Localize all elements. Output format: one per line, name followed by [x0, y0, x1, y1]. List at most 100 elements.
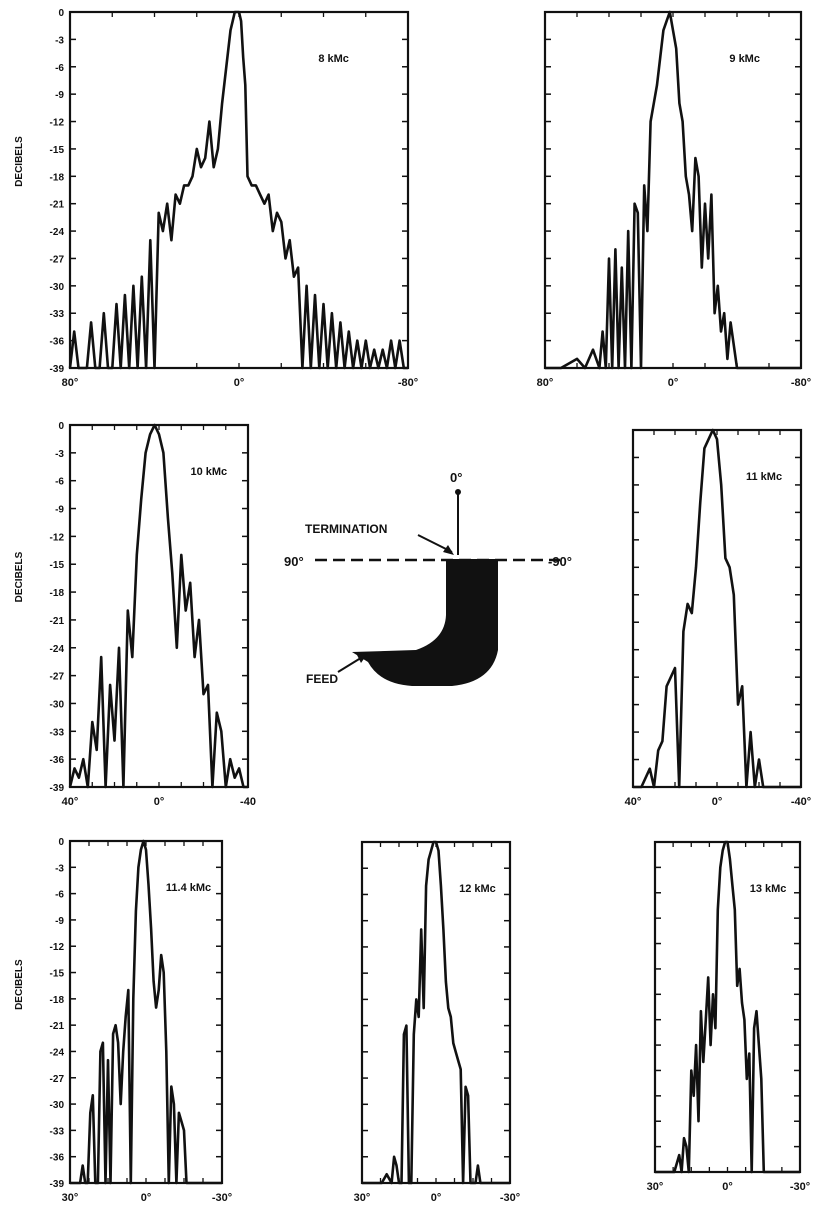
x-tick-label: 30° [354, 1192, 371, 1204]
y-tick-label: -6 [55, 63, 64, 74]
y-tick-label: -30 [50, 699, 65, 710]
y-axis-label: DECIBELS [14, 551, 25, 602]
y-tick-label: 0 [58, 421, 64, 432]
x-tick-label: 0° [234, 377, 245, 389]
chart-2: 80° 0° -80° 9 kMc [537, 10, 811, 389]
y-tick-label: -24 [50, 227, 65, 238]
chart-title: 9 kMc [729, 53, 760, 65]
y-tick-label: -33 [50, 1126, 65, 1137]
y-tick-label: -6 [55, 890, 64, 901]
x-tick-label: 0° [668, 377, 679, 389]
x-tick-label: 30° [62, 1192, 79, 1204]
pattern-line [68, 10, 408, 370]
y-axis-label: DECIBELS [14, 136, 25, 187]
y-tick-label: 0 [58, 837, 64, 848]
y-tick-label: -3 [55, 449, 64, 460]
y-tick-label: -9 [55, 505, 64, 516]
chart-title: 10 kMc [190, 466, 227, 478]
y-tick-label: -27 [50, 1074, 65, 1085]
chart-1: 0 -3 -6 -9 -12 -15 -18 -21 -24 -27 -30 -33 -36 -39 80°… [14, 8, 418, 389]
zero-degree-marker [455, 489, 461, 495]
pattern-line [633, 428, 801, 789]
chart-7: 30° 0° -30° 13 kMc [647, 840, 810, 1193]
termination-arrowhead [443, 545, 454, 555]
feed-label: FEED [306, 672, 338, 686]
y-tick-label: -15 [50, 560, 65, 571]
x-tick-label: -30° [500, 1192, 520, 1204]
y-tick-label: -30 [50, 282, 65, 293]
x-tick-label: 0° [141, 1192, 152, 1204]
chart-5: 0 -3 -6 -9 -12 -15 -18 -21 -24 -27 -30 -33 -36 -39 30°… [14, 837, 232, 1204]
y-tick-label: -33 [50, 727, 65, 738]
angle-right-label: -90° [548, 554, 572, 569]
chart-title: 11.4 kMc [166, 882, 211, 894]
feed-diagram: 0° 90° -90° TERMINATION FEED [284, 470, 572, 686]
pattern-line [362, 840, 510, 1185]
y-tick-label: 0 [58, 8, 64, 19]
y-tick-label: -12 [50, 942, 65, 953]
x-tick-label: 80° [537, 377, 554, 389]
y-axis-label: DECIBELS [14, 959, 25, 1010]
plot-frame [68, 10, 410, 370]
y-tick-label: -30 [50, 1100, 65, 1111]
y-tick-label: -27 [50, 672, 65, 683]
y-tick-label: -21 [50, 616, 65, 627]
x-tick-label: 0° [154, 796, 165, 808]
y-tick-label: -24 [50, 644, 65, 655]
chart-3: 0 -3 -6 -9 -12 -15 -18 -21 -24 -27 -30 -33 -36 -39 40°… [14, 421, 256, 808]
x-tick-label: 30° [647, 1181, 664, 1193]
plot-frame [631, 428, 803, 789]
y-tick-label: -12 [50, 532, 65, 543]
chart-title: 12 kMc [459, 883, 496, 895]
y-tick-label: -9 [55, 916, 64, 927]
termination-label: TERMINATION [305, 522, 387, 536]
y-tick-label: -21 [50, 200, 65, 211]
y-tick-label: -33 [50, 309, 65, 320]
chart-title: 11 kMc [746, 471, 782, 483]
y-tick-label: -18 [50, 995, 65, 1006]
x-tick-label: 0° [431, 1192, 442, 1204]
plot-frame [543, 10, 803, 370]
x-tick-label: -30° [212, 1192, 232, 1204]
pattern-line [655, 840, 800, 1174]
x-tick-label: 0° [722, 1181, 733, 1193]
chart-title: 8 kMc [318, 53, 349, 65]
y-tick-label: -3 [55, 863, 64, 874]
x-tick-label: 40° [625, 796, 642, 808]
y-tick-label: -18 [50, 588, 65, 599]
charts-layer: 0-3-6-9-12-15-18-21-24-27-30-33-36-3980°… [14, 8, 811, 1204]
y-tick-label: -39 [50, 1179, 65, 1190]
x-tick-label: -80° [791, 377, 811, 389]
y-tick-label: -15 [50, 969, 65, 980]
y-tick-label: -36 [50, 1153, 65, 1164]
y-tick-label: -39 [50, 783, 65, 794]
y-tick-label: -36 [50, 755, 65, 766]
y-tick-label: -6 [55, 477, 64, 488]
angle-top-label: 0° [450, 470, 462, 485]
pattern-line [545, 10, 801, 370]
angle-left-label: 90° [284, 554, 304, 569]
y-tick-label: -36 [50, 337, 65, 348]
x-tick-label: -40° [791, 796, 811, 808]
x-tick-label: 40° [62, 796, 79, 808]
y-tick-label: -39 [50, 364, 65, 375]
y-tick-label: -12 [50, 118, 65, 129]
chart-title: 13 kMc [750, 883, 787, 895]
x-tick-label: -40 [240, 796, 256, 808]
pattern-line [70, 839, 222, 1185]
y-tick-label: -15 [50, 145, 65, 156]
y-tick-label: -3 [55, 35, 64, 46]
x-tick-label: 0° [712, 796, 723, 808]
chart-6: 30° 0° -30° 12 kMc [354, 840, 520, 1204]
y-tick-label: -18 [50, 172, 65, 183]
x-tick-label: 80° [62, 377, 79, 389]
feed-horn-body [352, 559, 498, 686]
y-tick-label: -27 [50, 254, 65, 265]
x-tick-label: -80° [398, 377, 418, 389]
y-tick-label: -24 [50, 1047, 65, 1058]
feed-arrowhead [357, 653, 368, 663]
y-tick-label: -21 [50, 1021, 65, 1032]
x-tick-label: -30° [790, 1181, 810, 1193]
y-tick-label: -9 [55, 90, 64, 101]
